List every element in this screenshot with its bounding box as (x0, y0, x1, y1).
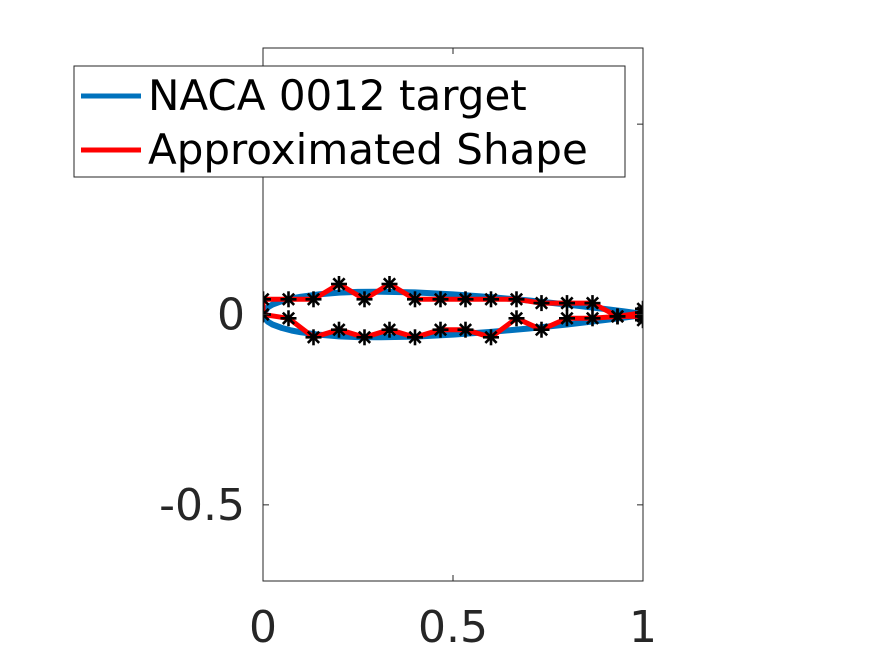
x-tick-label: 1 (629, 602, 657, 653)
data-point (305, 291, 322, 308)
y-tick-label: 0 (217, 290, 245, 341)
legend-box (73, 65, 626, 178)
marker-center (336, 281, 342, 287)
data-point (457, 321, 474, 338)
data-point (609, 308, 626, 325)
marker-center (437, 296, 444, 303)
marker-center (462, 296, 469, 303)
marker-center (589, 315, 596, 322)
marker-center (310, 334, 317, 341)
legend: NACA 0012 target Approximated Shape (73, 65, 626, 178)
legend-label: Approximated Shape (148, 125, 588, 174)
legend-label: NACA 0012 target (148, 71, 527, 120)
data-point (331, 321, 347, 338)
data-point (331, 276, 347, 292)
x-tick-label: 0.5 (418, 602, 488, 653)
data-point (483, 291, 499, 308)
data-point (584, 310, 601, 327)
x-axis: 0 0.5 1 (249, 48, 657, 653)
data-point (280, 291, 297, 308)
marker-center (285, 315, 292, 322)
data-point (533, 295, 550, 312)
marker-stroke (263, 307, 270, 317)
data-point (356, 329, 373, 346)
data-point (381, 276, 398, 292)
data-point (381, 321, 398, 338)
marker-center (589, 300, 596, 307)
marker-center (336, 326, 342, 333)
marker-center (513, 296, 520, 303)
marker-center (538, 300, 545, 307)
data-point (432, 321, 449, 338)
data-point (508, 291, 525, 308)
marker-center (538, 326, 545, 333)
marker-center (614, 313, 621, 320)
data-point (305, 329, 322, 346)
marker-center (386, 281, 393, 287)
marker-stroke (636, 313, 643, 323)
marker-center (361, 296, 368, 303)
marker-center (513, 315, 520, 322)
marker-center (310, 296, 317, 303)
data-point (407, 329, 423, 346)
marker-center (263, 296, 266, 303)
marker-center (285, 296, 292, 303)
data-point (280, 310, 297, 327)
marker-stroke (263, 292, 270, 302)
x-tick-label: 0 (249, 602, 277, 653)
data-point (533, 321, 550, 338)
marker-stroke (636, 309, 643, 319)
marker-center (488, 334, 494, 341)
marker-center (564, 300, 570, 307)
data-point (508, 310, 525, 327)
marker-center (386, 326, 393, 333)
marker-center (462, 326, 469, 333)
marker-stroke (636, 302, 643, 311)
data-point (483, 329, 499, 346)
y-tick-label: -0.5 (159, 480, 245, 531)
data-point (263, 291, 271, 308)
marker-stroke (636, 306, 643, 315)
y-axis: -0.5 0 (159, 123, 643, 531)
marker-center (640, 317, 643, 324)
data-point (407, 291, 423, 308)
marker-stroke (263, 312, 270, 322)
marker-center (488, 296, 494, 303)
data-point (432, 291, 449, 308)
plot-area (263, 276, 643, 346)
marker-center (564, 315, 570, 322)
data-point (559, 295, 575, 312)
marker-stroke (636, 318, 643, 327)
marker-center (412, 334, 418, 341)
series-line-2 (263, 281, 643, 340)
data-point (356, 291, 373, 308)
data-point (559, 310, 575, 327)
data-point (457, 291, 474, 308)
marker-stroke (263, 297, 270, 306)
data-point (635, 312, 643, 329)
data-point (584, 295, 601, 312)
marker-center (412, 296, 418, 303)
marker-center (437, 326, 444, 333)
marker-center (361, 334, 368, 341)
